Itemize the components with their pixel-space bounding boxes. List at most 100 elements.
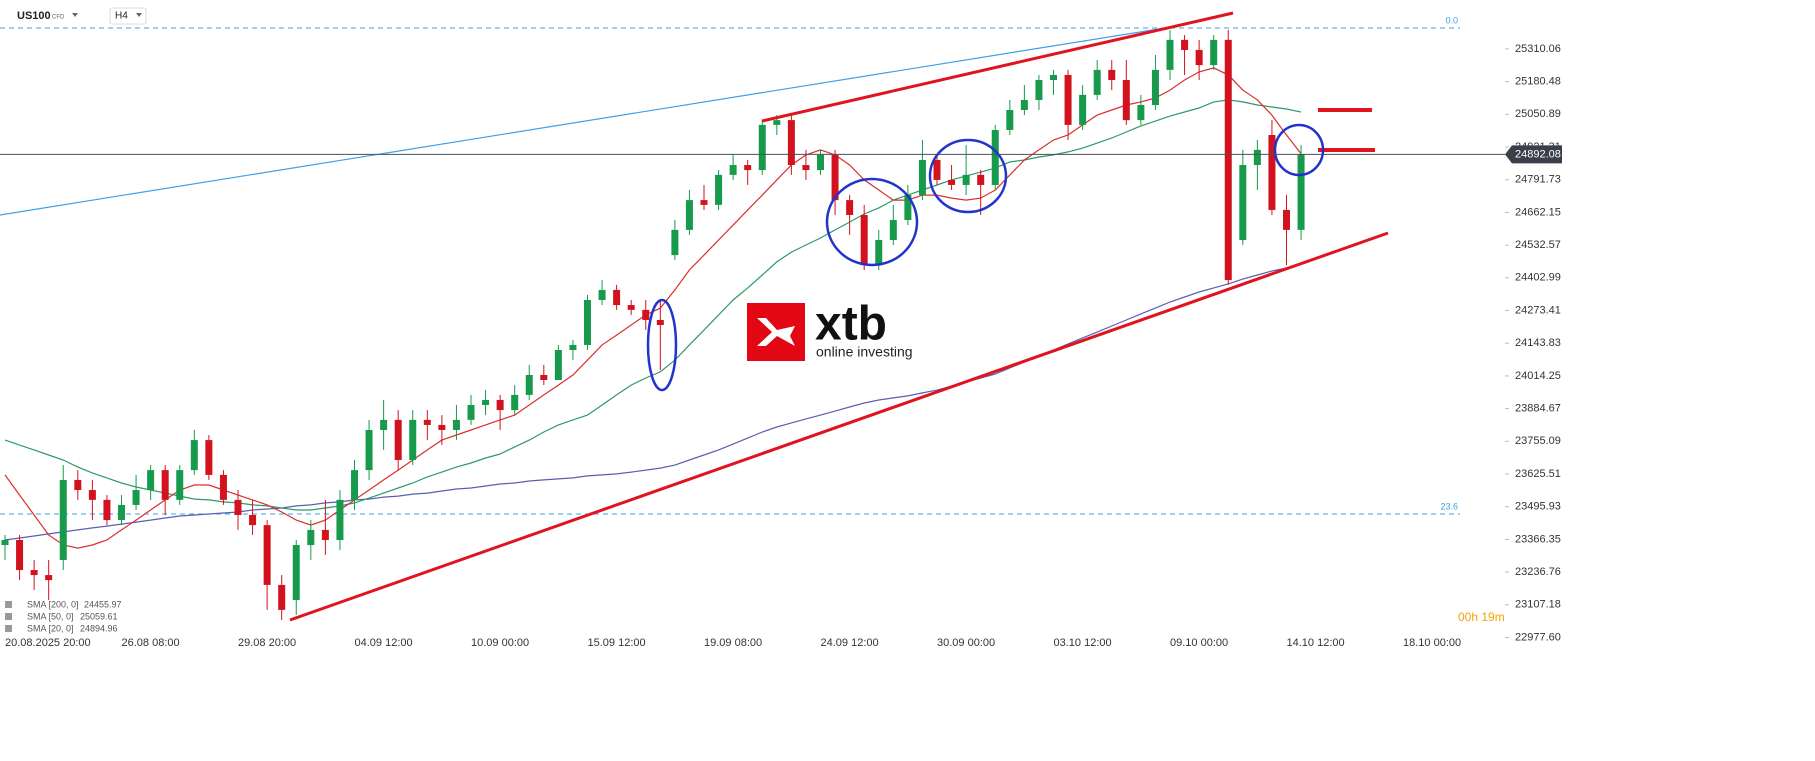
y-tick-label: 24791.73 (1515, 174, 1561, 186)
trend-line (289, 231, 1389, 622)
candle-body (729, 165, 737, 175)
drawings (0, 11, 1389, 622)
legend-icon (5, 613, 12, 620)
candle-body (482, 399, 490, 405)
candle-body (59, 479, 67, 560)
candle-body (715, 174, 723, 205)
price-label-bg (1505, 145, 1562, 164)
candle-body (118, 504, 125, 521)
x-tick-label: 26.08 08:00 (122, 637, 180, 649)
sma-line (4, 263, 1302, 541)
x-tick-label: 29.08 20:00 (238, 637, 296, 649)
legend-value: 24455.97 (84, 599, 122, 609)
x-tick-label: 15.09 12:00 (588, 637, 646, 649)
candle-body (190, 440, 198, 471)
candle-body (598, 289, 606, 301)
highlight-circle (825, 177, 919, 267)
candle-body (569, 344, 577, 350)
candle-body (846, 200, 854, 215)
y-tick-label: 23366.35 (1515, 533, 1561, 545)
candle-body (584, 300, 591, 345)
instrument-type: CFD (52, 15, 65, 21)
candle-body (627, 305, 635, 310)
candle-body (438, 424, 446, 430)
candle-body (1122, 79, 1130, 121)
candle-body (671, 229, 679, 256)
candle-body (817, 154, 824, 171)
candle-body (948, 179, 956, 185)
candle-body (1050, 74, 1057, 80)
candle-body (918, 159, 926, 196)
symbol[interactable]: US100 (17, 10, 51, 22)
highlight-circle (646, 298, 678, 392)
y-tick-label: 24532.57 (1515, 239, 1561, 251)
x-tick-label: 18.10 00:00 (1403, 637, 1461, 649)
candle-body (263, 525, 271, 585)
candle-body (1166, 39, 1174, 70)
legend-label: SMA [50, 0] (27, 611, 74, 621)
timeframe[interactable]: H4 (115, 11, 128, 22)
candle-body (88, 490, 96, 500)
candle-body (205, 440, 213, 475)
candle-body (452, 419, 460, 430)
plot (1, 30, 1305, 620)
candle-body (1224, 39, 1232, 281)
candle-body (1108, 69, 1116, 80)
highlight-circle (1273, 123, 1325, 177)
candle-body (540, 374, 548, 381)
fib-label: 0.0 (1445, 15, 1458, 25)
axes: 25310.0625180.4825050.8924921.3124791.73… (0, 43, 1562, 649)
candle-body (1035, 79, 1043, 100)
x-tick-label: 14.10 12:00 (1287, 637, 1345, 649)
candle-body (249, 515, 257, 526)
y-tick-label: 25310.06 (1515, 43, 1561, 55)
candle-body (336, 499, 344, 540)
candle-body (977, 174, 985, 185)
timeframe-box[interactable] (109, 7, 147, 25)
candle-body (860, 214, 868, 265)
header: US100 CFD H4 (17, 7, 147, 25)
y-tick-label: 24014.25 (1515, 370, 1561, 382)
x-tick-label: 09.10 00:00 (1170, 637, 1228, 649)
dropdown-arrow[interactable] (72, 13, 78, 17)
x-tick-label: 03.10 12:00 (1054, 637, 1112, 649)
legend-icon (5, 625, 12, 632)
x-tick-label: 10.09 00:00 (471, 637, 529, 649)
highlight-circle (928, 138, 1008, 214)
candle-body (380, 419, 388, 430)
candle-body (351, 470, 358, 500)
candle-body (1064, 74, 1072, 125)
candle-body (744, 165, 752, 171)
candle-body (962, 174, 970, 185)
candle-body (496, 399, 504, 411)
trend-line (761, 11, 1234, 123)
candle-body (234, 499, 242, 516)
y-tick-label: 23755.09 (1515, 435, 1561, 447)
y-tick-label: 24662.15 (1515, 206, 1561, 218)
candle-body (933, 159, 941, 180)
candle-body (700, 200, 708, 205)
brand: xtb (815, 298, 887, 351)
candle-body (132, 490, 140, 505)
dropdown-arrow[interactable] (136, 13, 142, 17)
candle-body (773, 120, 781, 125)
y-tick-label: 23236.76 (1515, 566, 1561, 578)
candle-body (787, 120, 795, 166)
candle-body (802, 165, 810, 171)
candle-body (1151, 69, 1159, 105)
candle-body (1239, 165, 1247, 240)
legend-value: 25059.61 (80, 611, 118, 621)
candle-body (161, 470, 169, 500)
watermark: xtb online investing (747, 298, 913, 361)
candle-body (554, 349, 562, 381)
candle-body (467, 405, 475, 420)
tagline: online investing (816, 344, 913, 360)
candle-body (1, 540, 9, 546)
candle-body (1181, 39, 1189, 50)
candle-body (45, 575, 53, 581)
drawings-under: 0.0 23.6 (0, 15, 1460, 515)
candle-body (219, 474, 227, 500)
x-tick-label: 20.08.2025 20:00 (5, 637, 91, 649)
candle-body (409, 419, 417, 461)
